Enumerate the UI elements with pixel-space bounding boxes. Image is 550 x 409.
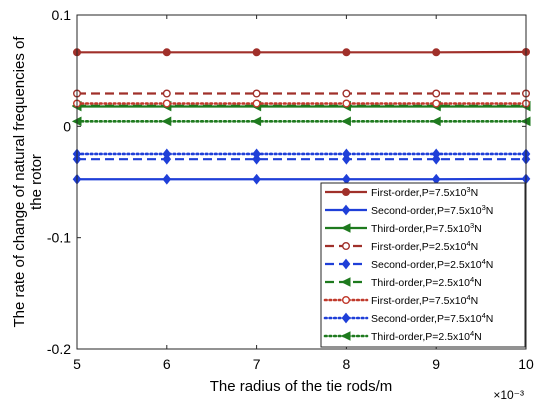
series-8-point (162, 148, 172, 160)
y-tick-label: 0 (63, 118, 71, 134)
x-tick-label: 9 (432, 356, 440, 372)
x-tick-label: 6 (163, 356, 171, 372)
x-tick-label: 7 (253, 356, 261, 372)
series-9 (71, 116, 531, 127)
legend-label: Third-order,P=7.5x103N (371, 221, 482, 235)
series-1-point (342, 48, 351, 57)
series-9-point (431, 116, 441, 127)
x-axis: 5 6 7 8 9 10 (73, 15, 534, 372)
series-7-point (432, 99, 441, 108)
y-tick-label: 0.1 (52, 7, 72, 23)
y-axis: 0.1 0 -0.1 -0.2 (47, 7, 526, 357)
legend-label: First-order,P=2.5x104N (371, 239, 478, 253)
legend-marker (340, 331, 351, 341)
legend-marker (341, 312, 351, 324)
legend-label: Third-order,P=2.5x104N (371, 329, 482, 343)
legend-label: Second-order,P=7.5x103N (371, 203, 493, 217)
x-axis-label: The radius of the tie rods/m (210, 378, 393, 395)
series-7-point (162, 99, 171, 108)
legend-marker (341, 204, 351, 216)
legend-item-3: Third-order,P=7.5x103N (325, 221, 482, 235)
series-7-point (252, 99, 261, 108)
series-1 (73, 47, 530, 57)
y-axis-label-line-2: the rotor (28, 154, 45, 210)
series-9-point (341, 116, 351, 127)
series-4-point (342, 89, 351, 98)
legend-label: Second-order,P=2.5x104N (371, 257, 493, 271)
legend-item-5: Second-order,P=2.5x104N (325, 257, 493, 271)
legend-item-9: Third-order,P=2.5x104N (323, 329, 482, 343)
y-axis-label-line-1: The rate of change of natural frequencie… (11, 36, 28, 328)
legend-label: Third-order,P=2.5x104N (371, 275, 482, 289)
series-4-point (162, 89, 171, 98)
series-4-point (432, 89, 441, 98)
x-tick-label: 8 (343, 356, 351, 372)
series-8-point (431, 148, 441, 160)
legend-item-1: First-order,P=7.5x103N (325, 185, 478, 199)
legend-marker (342, 296, 351, 305)
legend-marker (342, 241, 351, 250)
x-tick-label: 10 (518, 356, 534, 372)
legend-marker (340, 277, 351, 287)
legend-item-8: Second-order,P=7.5x104N (323, 311, 493, 325)
legend-item-4: First-order,P=2.5x104N (325, 239, 478, 253)
legend-item-2: Second-order,P=7.5x103N (325, 203, 493, 217)
series-1-point (252, 48, 261, 57)
series-8-point (342, 148, 351, 160)
series-9-point (251, 116, 262, 127)
series-1-point (162, 48, 171, 57)
series-1-point (432, 48, 441, 57)
y-axis-label: The rate of change of natural frequencie… (11, 36, 45, 328)
series-9-point (161, 116, 172, 127)
series-4-point (252, 89, 261, 98)
x-axis-exponent: ×10⁻³ (493, 388, 524, 402)
legend-marker (340, 223, 351, 233)
legend-label: First-order,P=7.5x103N (371, 185, 478, 199)
series-2-point (252, 173, 261, 185)
series-8-point (252, 148, 261, 160)
legend-label: First-order,P=7.5x104N (371, 293, 478, 307)
y-tick-label: -0.1 (47, 230, 71, 246)
legend-marker (342, 188, 350, 196)
x-tick-label: 5 (73, 356, 81, 372)
legend-marker (341, 258, 351, 270)
series-2-point (162, 173, 172, 185)
y-tick-label: -0.2 (47, 341, 71, 357)
legend-label: Second-order,P=7.5x104N (371, 311, 493, 325)
plot-frame (76, 14, 527, 350)
legend: First-order,P=7.5x103N Second-order,P=7.5… (320, 182, 526, 348)
legend-item-6: Third-order,P=2.5x104N (325, 275, 482, 289)
legend-item-7: First-order,P=7.5x104N (323, 293, 478, 307)
series-7-point (342, 99, 351, 108)
